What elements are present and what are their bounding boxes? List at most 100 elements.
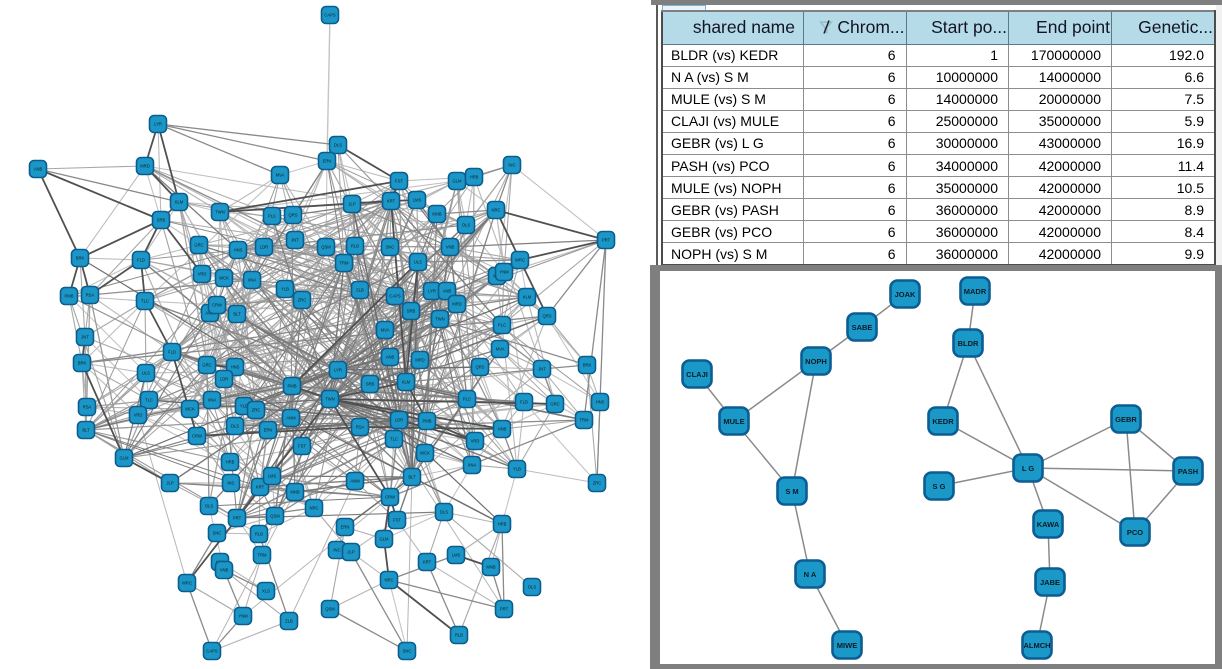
svg-text:WCK: WCK	[219, 276, 229, 281]
svg-text:GLM: GLM	[379, 537, 389, 542]
svg-text:QRS: QRS	[475, 365, 484, 370]
svg-text:PMB: PMB	[422, 419, 431, 424]
svg-text:MRD: MRD	[140, 164, 150, 169]
svg-text:PLC: PLC	[268, 214, 276, 219]
svg-text:PMB: PMB	[64, 294, 73, 299]
svg-text:FST: FST	[393, 518, 401, 523]
svg-text:HNS: HNS	[234, 248, 243, 253]
svg-text:S G: S G	[933, 482, 946, 491]
svg-text:ULS: ULS	[142, 371, 150, 376]
svg-text:ZLB: ZLB	[356, 288, 364, 293]
svg-text:KRT: KRT	[387, 199, 396, 204]
svg-text:TWN: TWN	[325, 397, 335, 402]
svg-text:GLM: GLM	[119, 456, 129, 461]
svg-text:INC: INC	[227, 481, 234, 486]
svg-text:NRC: NRC	[309, 506, 318, 511]
svg-text:KLM: KLM	[175, 200, 184, 205]
svg-text:CRW: CRW	[212, 303, 222, 308]
svg-text:XNA: XNA	[248, 278, 257, 283]
svg-text:JLP: JLP	[166, 481, 173, 486]
svg-text:ANM: ANM	[286, 416, 296, 421]
svg-text:MADR: MADR	[964, 287, 987, 296]
svg-text:CRW: CRW	[385, 495, 395, 500]
svg-text:JNT: JNT	[538, 367, 546, 372]
svg-text:NRC: NRC	[384, 578, 393, 583]
svg-text:XLS: XLS	[262, 589, 270, 594]
svg-text:XNA: XNA	[468, 463, 477, 468]
svg-text:TLC: TLC	[141, 299, 149, 304]
svg-text:BRK: BRK	[78, 361, 87, 366]
svg-text:TRM: TRM	[257, 553, 267, 558]
svg-text:VRD: VRD	[198, 272, 207, 277]
svg-text:KLM: KLM	[523, 295, 532, 300]
svg-text:GRC: GRC	[550, 402, 559, 407]
svg-text:LYR: LYR	[428, 289, 436, 294]
svg-text:PCO: PCO	[1127, 528, 1143, 537]
svg-text:PLC: PLC	[498, 323, 506, 328]
svg-text:TWN: TWN	[435, 317, 445, 322]
svg-text:ZRC: ZRC	[298, 298, 307, 303]
svg-text:CAPS: CAPS	[324, 13, 336, 18]
svg-text:ERN: ERN	[341, 525, 350, 530]
svg-text:LYR: LYR	[154, 122, 162, 127]
svg-text:SRB: SRB	[366, 382, 375, 387]
svg-text:FST: FST	[395, 179, 403, 184]
svg-text:SNC: SNC	[403, 649, 412, 654]
svg-text:PRT: PRT	[602, 238, 611, 243]
svg-text:DLS: DLS	[440, 510, 448, 515]
svg-text:PRT: PRT	[233, 516, 242, 521]
svg-text:RSA: RSA	[356, 425, 365, 430]
svg-text:ERN: ERN	[323, 159, 332, 164]
svg-text:YLB: YLB	[240, 404, 248, 409]
svg-text:MVA: MVA	[496, 347, 505, 352]
svg-text:LDR: LDR	[395, 418, 403, 423]
svg-text:MIWE: MIWE	[837, 641, 857, 650]
svg-text:MRD: MRD	[415, 358, 425, 363]
svg-text:JOAK: JOAK	[895, 290, 916, 299]
svg-text:GRC: GRC	[202, 363, 211, 368]
svg-text:HRB: HRB	[226, 460, 235, 465]
svg-text:LMS: LMS	[268, 474, 277, 479]
svg-text:ZRC: ZRC	[593, 481, 602, 486]
svg-text:ALMCH: ALMCH	[1023, 641, 1050, 650]
svg-text:SNC: SNC	[386, 245, 395, 250]
svg-text:YNM: YNM	[499, 270, 509, 275]
svg-text:RLB: RLB	[255, 532, 263, 537]
svg-text:RLB: RLB	[351, 244, 359, 249]
svg-text:VNB: VNB	[220, 568, 229, 573]
svg-text:QSM: QSM	[321, 245, 331, 250]
svg-text:GEBR: GEBR	[1115, 415, 1137, 424]
svg-text:YNM: YNM	[238, 614, 248, 619]
svg-text:BRK: BRK	[583, 363, 592, 368]
svg-text:TRM: TRM	[339, 261, 349, 266]
svg-text:BLT: BLT	[233, 312, 241, 317]
svg-text:JNT: JNT	[291, 238, 299, 243]
svg-text:LMS: LMS	[413, 198, 422, 203]
svg-text:FST: FST	[298, 444, 306, 449]
svg-text:OLS: OLS	[528, 585, 537, 590]
svg-text:BLT: BLT	[408, 475, 416, 480]
svg-text:CAPS: CAPS	[206, 649, 218, 654]
svg-text:HRB: HRB	[470, 175, 479, 180]
svg-text:TLC: TLC	[390, 437, 398, 442]
svg-text:SNC: SNC	[213, 531, 222, 536]
svg-text:FLD: FLD	[520, 400, 528, 405]
svg-text:ERN: ERN	[264, 428, 273, 433]
svg-text:HNS: HNS	[596, 400, 605, 405]
svg-text:YLB: YLB	[281, 287, 289, 292]
svg-text:PRT: PRT	[500, 607, 509, 612]
svg-text:NRC: NRC	[491, 208, 500, 213]
svg-text:QSM: QSM	[270, 514, 280, 519]
svg-text:RLB: RLB	[455, 633, 463, 638]
svg-text:JABE: JABE	[1040, 578, 1060, 587]
svg-text:LMS: LMS	[452, 553, 461, 558]
svg-text:L G: L G	[1022, 464, 1035, 473]
svg-text:WRC: WRC	[515, 258, 525, 263]
svg-text:OLS: OLS	[462, 223, 471, 228]
svg-text:MNB: MNB	[432, 212, 442, 217]
svg-text:BLDR: BLDR	[958, 339, 979, 348]
svg-text:JLP: JLP	[347, 550, 354, 555]
svg-text:PLC: PLC	[463, 397, 471, 402]
svg-text:FLD: FLD	[137, 258, 145, 263]
svg-text:MULE: MULE	[723, 417, 744, 426]
